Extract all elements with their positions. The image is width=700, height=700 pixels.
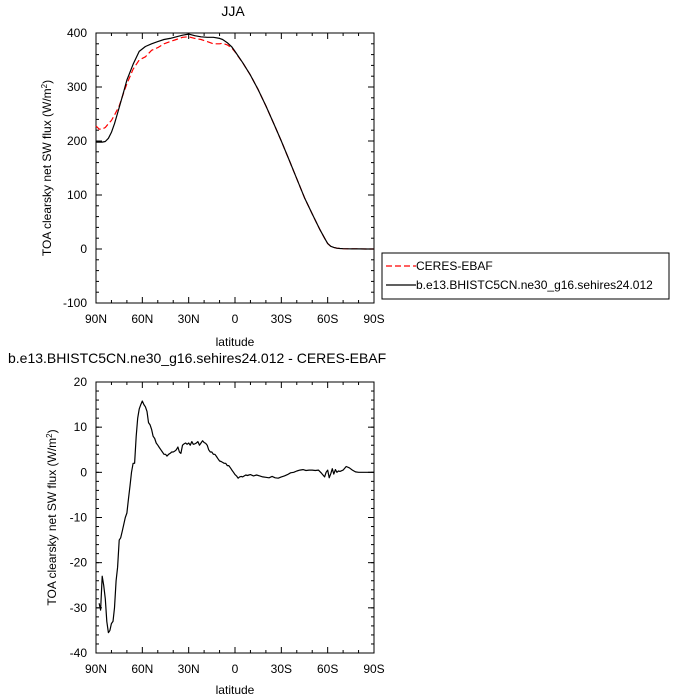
x-tick-label: 30S (271, 312, 292, 326)
y-tick-label: -40 (70, 646, 88, 660)
legend-label: b.e13.BHISTC5CN.ne30_g16.sehires24.012 (416, 278, 653, 292)
y-tick-label: -100 (63, 296, 87, 310)
x-tick-label: 30S (271, 662, 292, 676)
legend-box (381, 252, 670, 300)
x-tick-label: 60S (317, 312, 338, 326)
x-tick-label: 30N (178, 662, 200, 676)
series-line (98, 400, 374, 634)
chart-panel-bottom: 90N 60N 30N 0 30S 60S 90S -40 -30 -20 -10 0 10 20 b.e1… (8, 350, 386, 697)
x-tick-label: 60N (131, 312, 153, 326)
y-axis-label-close: ) (45, 429, 59, 433)
y-axis-label: TOA clearsky net SW flux (W/m2) (45, 429, 59, 605)
x-tick-label: 0 (232, 312, 239, 326)
x-axis-label: latitude (216, 683, 255, 697)
legend-label: CERES-EBAF (416, 259, 493, 273)
y-axis-label-close: ) (40, 80, 54, 84)
y-tick-label: 10 (74, 420, 88, 434)
plot-frame (95, 32, 375, 304)
y-tick-label: 0 (80, 242, 87, 256)
y-tick-label: -10 (70, 511, 88, 525)
x-tick-label: 90S (363, 312, 384, 326)
series-line (96, 33, 374, 250)
y-tick-label: 100 (67, 188, 87, 202)
chart-title: b.e13.BHISTC5CN.ne30_g16.sehires24.012 -… (8, 350, 386, 366)
y-tick-label: 200 (67, 134, 87, 148)
x-tick-label: 60S (317, 662, 338, 676)
x-tick-label: 90S (363, 662, 384, 676)
y-tick-label: 300 (67, 80, 87, 94)
y-axis-label: TOA clearsky net SW flux (W/m2) (40, 80, 54, 256)
y-axis-label-superscript: 2 (45, 433, 54, 438)
x-axis-label: latitude (216, 335, 255, 349)
y-tick-label: 400 (67, 26, 87, 40)
y-tick-label: -30 (70, 601, 88, 615)
y-axis-label-superscript: 2 (40, 83, 49, 88)
x-tick-label: 60N (131, 662, 153, 676)
series-line (95, 36, 374, 250)
y-tick-label: 20 (74, 375, 88, 389)
x-tick-label: 30N (178, 312, 200, 326)
y-axis-label-text: TOA clearsky net SW flux (W/m (40, 88, 54, 256)
x-tick-label: 90N (85, 662, 107, 676)
y-axis-label-text: TOA clearsky net SW flux (W/m (45, 438, 59, 606)
x-tick-label: 90N (85, 312, 107, 326)
chart-title: JJA (221, 3, 245, 19)
x-tick-label: 0 (232, 662, 239, 676)
y-tick-label: 0 (80, 465, 87, 479)
y-tick-label: -20 (70, 556, 88, 570)
chart-panel-top: 90N 60N 30N 0 30S 60S 90S -100 0 100 200 300 400 JJA l… (40, 3, 670, 349)
